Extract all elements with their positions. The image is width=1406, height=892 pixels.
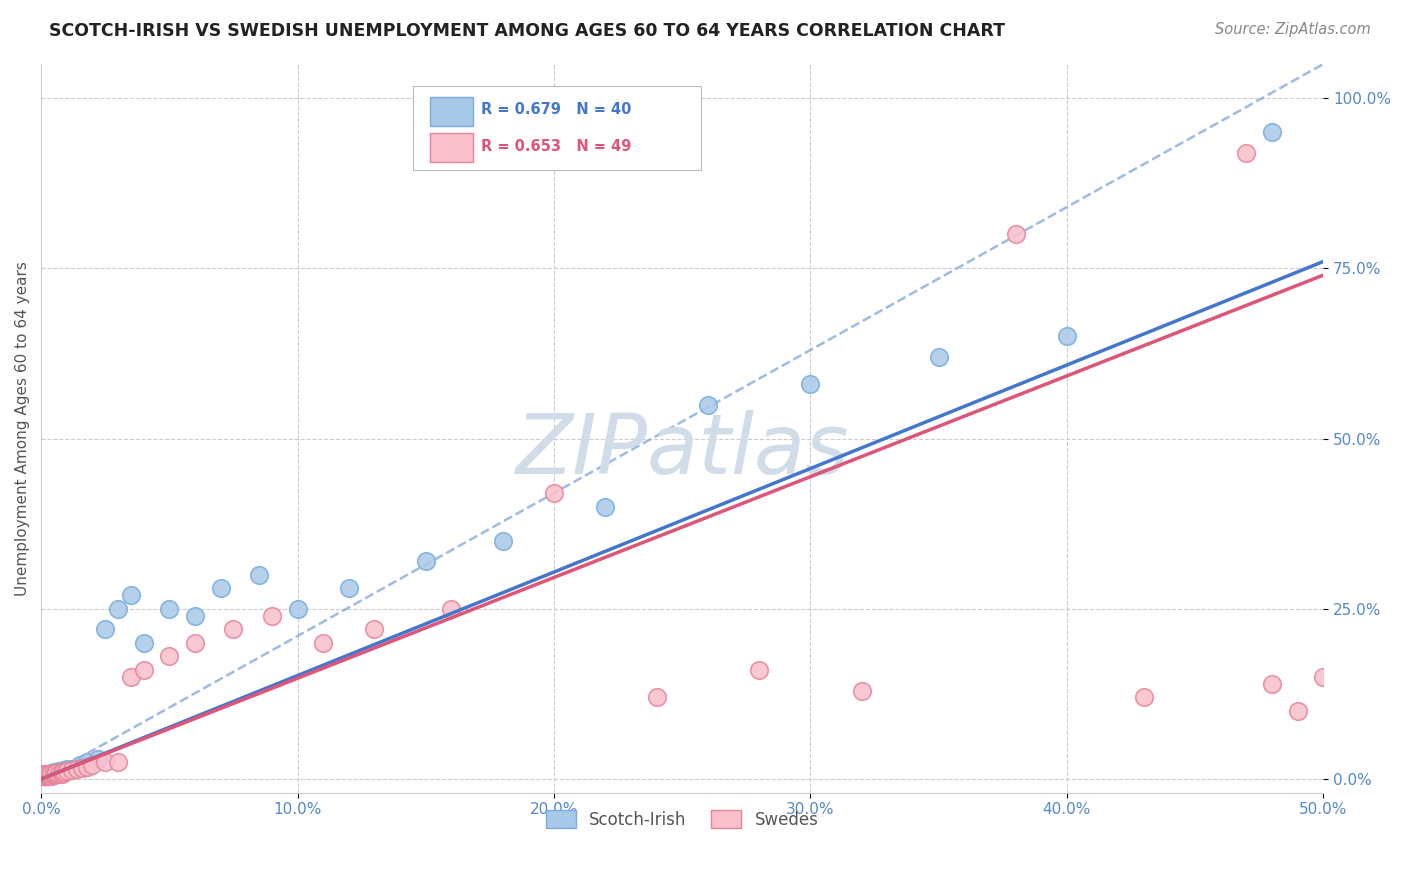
Point [86,751,108,765]
Point [1261,125,1284,139]
Point [51,765,73,780]
Point [94,622,117,636]
Point [1312,670,1334,684]
Point [76,760,98,774]
Point [120,670,142,684]
Point [209,582,232,596]
Point [287,602,309,616]
Point [1261,676,1284,690]
Point [928,350,950,364]
Point [363,622,385,636]
Point [38,766,60,780]
Point [60,762,83,776]
Point [120,588,142,602]
Point [94,755,117,769]
Point [45,765,67,780]
Point [222,622,245,636]
Point [1056,329,1078,343]
Text: R = 0.679   N = 40: R = 0.679 N = 40 [481,103,631,118]
FancyBboxPatch shape [413,86,702,169]
Point [645,690,668,705]
Point [38,768,60,782]
Point [32,768,55,782]
Point [32,769,55,783]
Point [1004,227,1026,242]
Text: Source: ZipAtlas.com: Source: ZipAtlas.com [1215,22,1371,37]
Point [35,767,58,781]
Point [41,767,63,781]
Point [76,755,98,769]
Point [35,769,58,783]
Point [51,766,73,780]
Point [440,602,463,616]
Point [35,768,58,782]
Point [60,763,83,777]
Point [157,602,180,616]
Legend: Scotch-Irish, Swedes: Scotch-Irish, Swedes [538,804,825,835]
Text: R = 0.653   N = 49: R = 0.653 N = 49 [481,139,631,154]
Point [38,766,60,780]
Point [70,761,93,775]
Point [51,764,73,778]
Point [55,764,77,778]
Point [35,769,58,783]
Point [45,767,67,781]
Point [32,769,55,783]
Point [45,765,67,780]
Point [492,533,515,548]
Point [1286,704,1309,718]
Point [38,768,60,782]
Point [337,582,360,596]
Point [66,762,89,776]
Point [32,767,55,781]
Point [41,769,63,783]
Point [82,758,104,772]
Point [38,769,60,783]
Point [132,663,155,677]
Point [48,766,70,780]
Point [48,764,70,778]
Text: SCOTCH-IRISH VS SWEDISH UNEMPLOYMENT AMONG AGES 60 TO 64 YEARS CORRELATION CHART: SCOTCH-IRISH VS SWEDISH UNEMPLOYMENT AMO… [49,22,1005,40]
Point [157,649,180,664]
Point [543,486,565,500]
Point [53,763,76,777]
Y-axis label: Unemployment Among Ages 60 to 64 years: Unemployment Among Ages 60 to 64 years [15,261,30,596]
Point [41,767,63,781]
Point [41,765,63,780]
Point [35,768,58,782]
Point [69,758,91,772]
Text: ZIPatlas: ZIPatlas [516,409,849,491]
Point [851,683,873,698]
Point [312,636,335,650]
Point [184,636,207,650]
Point [53,765,76,780]
Point [32,768,55,782]
Point [184,608,207,623]
Point [35,767,58,781]
Point [32,767,55,781]
Point [42,768,65,782]
Point [132,636,155,650]
Point [42,765,65,780]
Point [415,554,437,568]
FancyBboxPatch shape [430,133,474,162]
Point [748,663,770,677]
Point [247,567,270,582]
Point [260,608,283,623]
Point [799,377,821,392]
Point [42,766,65,780]
Point [32,769,55,783]
Point [55,762,77,776]
Point [1234,145,1257,160]
Point [32,769,55,783]
Point [35,769,58,783]
Point [107,755,129,769]
Point [107,602,129,616]
Point [42,766,65,780]
FancyBboxPatch shape [430,97,474,126]
Point [696,398,718,412]
Point [1132,690,1154,705]
Point [593,500,616,514]
Point [32,769,55,783]
